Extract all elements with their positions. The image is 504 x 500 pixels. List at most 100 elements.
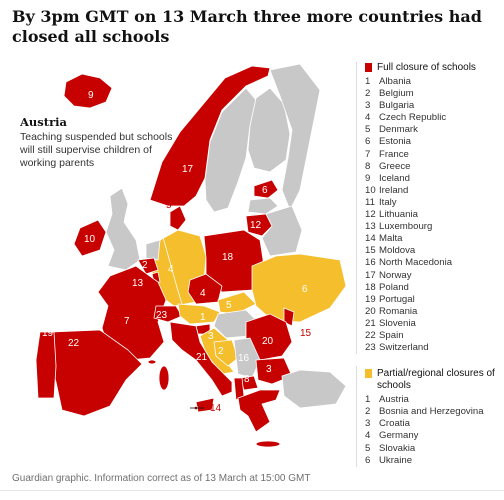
country-belgium (137, 257, 159, 275)
legend-full-header: Full closure of schools (365, 62, 496, 74)
legend-partial-item-country: Croatia (379, 418, 410, 430)
country-austria (177, 303, 221, 325)
legend-partial-label: Partial/regional closures of schools (377, 368, 495, 392)
legend-full-item-number: 6 (365, 136, 371, 148)
label-norway: 17 (182, 164, 194, 175)
country-lithuania (245, 213, 273, 237)
legend-partial-item-country: Austria (379, 394, 409, 406)
legend-full-item-country: Luxembourg (379, 221, 433, 233)
legend-full-item-country: Moldova (379, 245, 416, 257)
legend: Full closure of schools 1 Albania 2 Belgium… (356, 62, 496, 467)
legend-full-item: 13 Luxembourg (365, 221, 496, 233)
legend-full-item-number: 19 (365, 293, 376, 305)
legend-full-item: 11 Italy (365, 197, 496, 209)
bottom-divider (0, 490, 504, 491)
label-romania: 20 (262, 336, 274, 347)
label-greece: 8 (244, 374, 250, 385)
legend-full-item-country: Bulgaria (379, 100, 415, 112)
label-slovenia: 21 (196, 352, 208, 363)
label-denmark: 5 (166, 200, 172, 211)
country-moldova (283, 307, 295, 327)
legend-full-item: 19 Portugal (365, 294, 496, 306)
legend-full-item-country: Slovenia (379, 317, 416, 329)
legend-full-item-number: 7 (365, 148, 371, 160)
full-closure-swatch (365, 63, 372, 72)
legend-partial-item-country: Bosnia and Herzegovina (379, 406, 484, 418)
legend-full-closure: Full closure of schools 1 Albania 2 Belgium… (356, 62, 496, 355)
legend-partial-item-number: 6 (365, 454, 371, 466)
legend-full-item-number: 16 (365, 257, 376, 269)
country-norway (149, 65, 271, 207)
label-bosnia: 2 (218, 346, 224, 357)
legend-full-item: 22 Spain (365, 330, 496, 342)
legend-full-item-number: 18 (365, 281, 376, 293)
legend-partial-item-number: 1 (365, 394, 371, 406)
legend-partial-item: 5 Slovakia (365, 443, 496, 455)
label-germany: 4 (168, 264, 174, 275)
legend-full-item-country: Switzerland (379, 342, 429, 354)
legend-full-item: 16 North Macedonia (365, 257, 496, 269)
label-spain: 22 (68, 338, 80, 349)
legend-full-item-country: Denmark (379, 124, 418, 136)
legend-full-item-number: 20 (365, 305, 376, 317)
legend-full-item: 2 Belgium (365, 88, 496, 100)
country-belarus (261, 205, 303, 257)
country-portugal (35, 331, 57, 399)
label-lithuania: 12 (250, 220, 262, 231)
label-france: 7 (124, 316, 130, 327)
legend-full-item: 1 Albania (365, 76, 496, 88)
legend-full-item-number: 15 (365, 245, 376, 257)
country-france (97, 265, 167, 361)
label-north-macedonia: 16 (238, 353, 250, 364)
legend-full-item-number: 17 (365, 269, 376, 281)
country-switzerland (153, 305, 183, 323)
country-ireland (73, 219, 107, 257)
legend-full-item-number: 12 (365, 209, 376, 221)
legend-partial-item-country: Germany (379, 430, 419, 442)
legend-full-item-number: 11 (365, 196, 375, 208)
annotation-text: Teaching suspended but schools will stil… (20, 131, 173, 169)
label-ukraine: 6 (302, 284, 308, 295)
legend-full-item-number: 10 (365, 184, 376, 196)
legend-partial-closure: Partial/regional closures of schools 1 Au… (356, 366, 496, 467)
country-italy (169, 321, 233, 397)
label-czech: 4 (200, 288, 206, 299)
legend-full-item: 10 Ireland (365, 185, 496, 197)
legend-full-item-country: Czech Republic (379, 112, 447, 124)
legend-full-item-number: 23 (365, 342, 376, 354)
legend-full-item-number: 21 (365, 317, 376, 329)
label-slovakia: 5 (226, 300, 232, 311)
legend-full-item-country: Iceland (379, 172, 410, 184)
label-poland: 18 (222, 252, 234, 263)
legend-full-item-country: Portugal (379, 293, 415, 305)
legend-partial-item: 3 Croatia (365, 418, 496, 430)
country-bosnia (213, 339, 239, 367)
legend-partial-item-country: Ukraine (379, 454, 413, 466)
country-sweden (204, 87, 257, 213)
country-uk (105, 187, 141, 271)
country-greece (237, 389, 281, 433)
austria-annotation: Austria Teaching suspended but schools w… (20, 116, 180, 170)
legend-partial-item: 1 Austria (365, 394, 496, 406)
country-denmark (169, 205, 187, 231)
label-luxembourg: 13 (132, 278, 144, 289)
legend-full-item-country: Malta (379, 233, 403, 245)
legend-full-item: 7 France (365, 149, 496, 161)
legend-partial-item: 2 Bosnia and Herzegovina (365, 406, 496, 418)
legend-full-item: 12 Lithuania (365, 209, 496, 221)
legend-full-item-country: Norway (379, 269, 412, 281)
label-austria: 1 (200, 312, 206, 323)
label-belgium: 2 (142, 260, 148, 271)
legend-full-item-number: 2 (365, 88, 371, 100)
legend-full-item-country: Poland (379, 281, 409, 293)
island-balearic (147, 359, 157, 365)
legend-full-item-country: Albania (379, 76, 412, 87)
label-portugal: 19 (42, 328, 54, 339)
island-crete (255, 440, 281, 448)
legend-full-item-country: Estonia (379, 136, 411, 148)
annotation-leader-line (135, 167, 183, 305)
legend-full-item-number: 22 (365, 329, 376, 341)
label-ireland: 10 (84, 234, 96, 245)
legend-partial-item-number: 2 (365, 406, 371, 418)
label-bulgaria: 3 (266, 364, 272, 375)
